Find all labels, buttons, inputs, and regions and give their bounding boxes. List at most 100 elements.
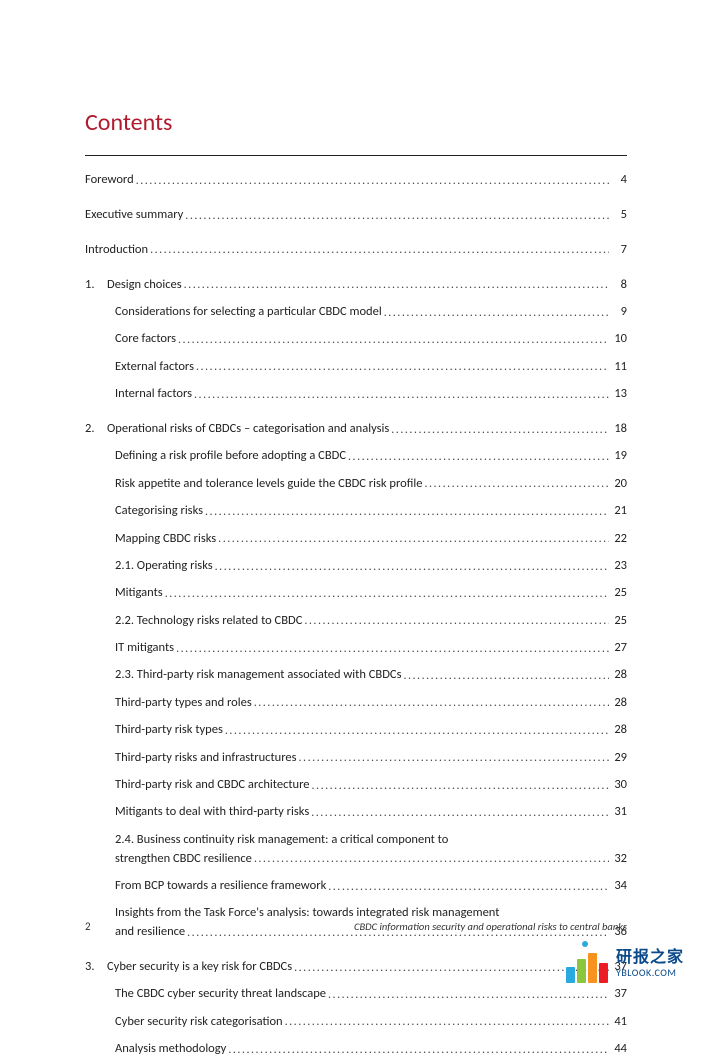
toc-leader: ........................................… (283, 1014, 609, 1030)
toc-page-number: 8 (609, 277, 627, 294)
toc-leader: ........................................… (148, 242, 609, 258)
toc-entry: Categorising risks......................… (85, 503, 627, 520)
toc-label: Cyber security is a key risk for CBDCs (107, 959, 292, 976)
toc-entry: Defining a risk profile before adopting … (85, 448, 627, 465)
toc-page-number: 30 (609, 777, 627, 794)
toc-label: Internal factors (115, 386, 192, 403)
toc-leader: ........................................… (422, 476, 609, 492)
toc-page-number: 44 (609, 1041, 627, 1058)
toc-page-number: 23 (609, 558, 627, 575)
toc-label: Third-party risk and CBDC architecture (115, 777, 310, 794)
toc-label: Executive summary (85, 207, 183, 224)
toc-label: Analysis methodology (115, 1041, 226, 1058)
toc-label: Mapping CBDC risks (115, 531, 216, 548)
toc-label: 2.1. Operating risks (115, 558, 213, 575)
toc-label: Cyber security risk categorisation (115, 1014, 283, 1031)
toc-entry: Foreword................................… (85, 172, 627, 189)
toc-entry: 2.3. Third-party risk management associa… (85, 667, 627, 684)
toc-entry: Core factors............................… (85, 331, 627, 348)
toc-page-number: 25 (609, 613, 627, 630)
contents-title: Contents (85, 108, 627, 137)
toc-leader: ........................................… (192, 387, 609, 403)
toc-entry: Third-party risks and infrastructures...… (85, 750, 627, 767)
toc-leader: ........................................… (310, 778, 609, 794)
toc-label: Categorising risks (115, 503, 203, 520)
toc-page-number: 27 (609, 640, 627, 657)
toc-entry: Third-party risk types..................… (85, 722, 627, 739)
toc-page-number: 19 (609, 448, 627, 465)
toc-page-number: 37 (609, 986, 627, 1003)
toc-entry: Risk appetite and tolerance levels guide… (85, 476, 627, 493)
watermark-cn: 研报之家 (616, 950, 684, 966)
toc-entry: 1.Design choices........................… (85, 277, 627, 294)
toc-entry: Executive summary.......................… (85, 207, 627, 224)
toc-label: Risk appetite and tolerance levels guide… (115, 476, 422, 493)
toc-leader: ........................................… (252, 851, 609, 867)
toc-number: 2. (85, 421, 107, 438)
toc-entry: From BCP towards a resilience framework.… (85, 878, 627, 895)
toc-page-number: 32 (609, 851, 627, 868)
toc-leader: ........................................… (309, 805, 609, 821)
toc-page-number: 31 (609, 804, 627, 821)
watermark-icon (566, 945, 610, 983)
toc-leader: ........................................… (389, 422, 609, 438)
toc-entry: Third-party types and roles.............… (85, 695, 627, 712)
toc-page-number: 28 (609, 667, 627, 684)
toc-label: IT mitigants (115, 640, 174, 657)
toc-entry: External factors........................… (85, 359, 627, 376)
toc-entry: 2.1. Operating risks....................… (85, 558, 627, 575)
toc-leader: ........................................… (346, 449, 609, 465)
toc-label: Core factors (115, 331, 176, 348)
toc-entry: Analysis methodology....................… (85, 1041, 627, 1058)
footer-doc-title: CBDC information security and operationa… (354, 920, 627, 933)
toc-leader: ........................................… (134, 173, 609, 189)
toc-page-number: 9 (609, 304, 627, 321)
toc-leader: ........................................… (216, 531, 609, 547)
toc-leader: ........................................… (297, 750, 609, 766)
toc-leader: ........................................… (183, 208, 609, 224)
toc-page-number: 5 (609, 207, 627, 224)
toc-leader: ........................................… (176, 332, 609, 348)
toc-page-number: 29 (609, 750, 627, 767)
toc-leader: ........................................… (213, 559, 609, 575)
toc-page-number: 20 (609, 476, 627, 493)
toc-page-number: 7 (609, 242, 627, 259)
toc-entry: Internal factors........................… (85, 386, 627, 403)
toc-page-number: 28 (609, 722, 627, 739)
toc-label: Defining a risk profile before adopting … (115, 448, 346, 465)
toc-entry: Considerations for selecting a particula… (85, 304, 627, 321)
toc-label: Third-party risks and infrastructures (115, 750, 297, 767)
toc-label: 2.3. Third-party risk management associa… (115, 667, 401, 684)
toc-entry: Introduction............................… (85, 242, 627, 259)
toc-page-number: 11 (609, 359, 627, 376)
toc-entry: Mapping CBDC risks......................… (85, 531, 627, 548)
toc-label: Mitigants to deal with third-party risks (115, 804, 309, 821)
toc-entry: Third-party risk and CBDC architecture..… (85, 777, 627, 794)
watermark-text: 研报之家 YBLOOK.COM (616, 950, 684, 978)
toc-leader: ........................................… (226, 1042, 609, 1058)
toc-entry: 2.Operational risks of CBDCs – categoris… (85, 421, 627, 438)
toc-entry: The CBDC cyber security threat landscape… (85, 986, 627, 1003)
toc-leader: ........................................… (401, 668, 609, 684)
toc-entry: IT mitigants............................… (85, 640, 627, 657)
toc-label: Design choices (107, 277, 182, 294)
toc-entry: Mitigants to deal with third-party risks… (85, 804, 627, 821)
toc-number: 3. (85, 959, 107, 976)
toc-page-number: 21 (609, 503, 627, 520)
toc-label: Operational risks of CBDCs – categorisat… (107, 421, 389, 438)
toc-label: The CBDC cyber security threat landscape (115, 986, 326, 1003)
toc-leader: ........................................… (174, 641, 609, 657)
title-rule (85, 155, 627, 156)
toc-leader: ........................................… (203, 504, 609, 520)
toc-page-number: 25 (609, 585, 627, 602)
toc-leader: ........................................… (252, 695, 609, 711)
toc-entry: Cyber security risk categorisation......… (85, 1014, 627, 1031)
toc-leader: ........................................… (326, 987, 609, 1003)
toc-page-number: 34 (609, 878, 627, 895)
watermark: 研报之家 YBLOOK.COM (566, 945, 684, 983)
toc-leader: ........................................… (223, 723, 609, 739)
toc-leader: ........................................… (163, 586, 609, 602)
toc-entry: 2.2. Technology risks related to CBDC...… (85, 613, 627, 630)
toc-label: External factors (115, 359, 194, 376)
toc-label: From BCP towards a resilience framework (115, 878, 326, 895)
